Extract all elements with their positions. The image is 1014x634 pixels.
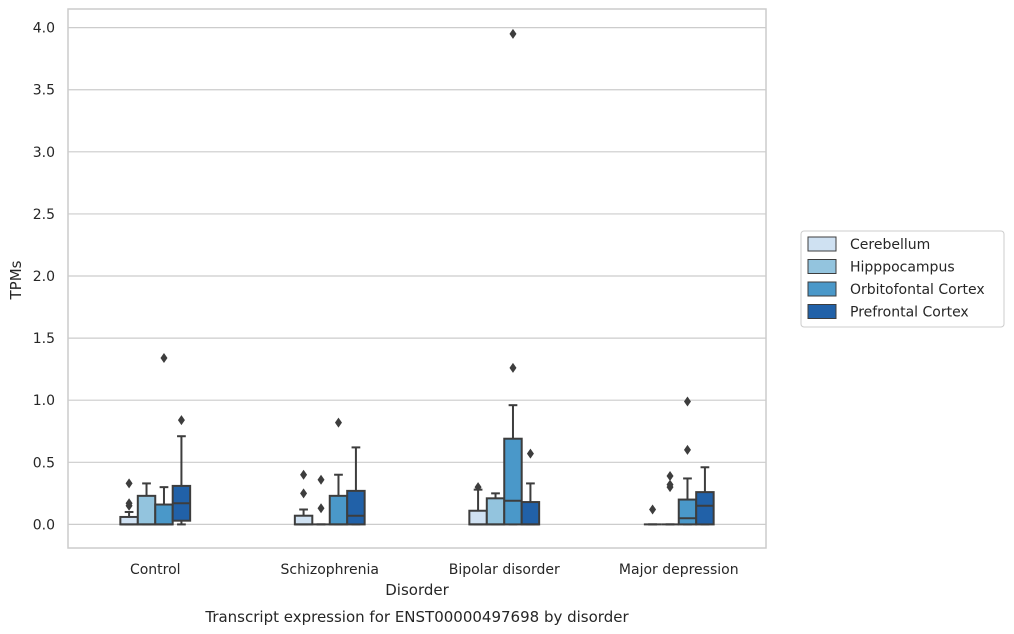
outlier-point	[474, 482, 482, 493]
outlier-point	[649, 504, 657, 515]
box-hipppocampus	[485, 492, 506, 526]
box-orbitofontal-cortex	[154, 352, 174, 526]
x-axis-label: Disorder	[385, 581, 449, 599]
outlier-point	[666, 479, 674, 490]
y-tick-label: 3.0	[33, 145, 55, 161]
y-tick-label: 4.0	[33, 21, 55, 37]
legend-label: Orbitofontal Cortex	[850, 282, 985, 298]
box-hipppocampus	[136, 482, 157, 526]
outlier-point	[125, 478, 133, 489]
outlier-point	[509, 362, 517, 373]
y-tick-label: 0.5	[33, 455, 55, 471]
box-series	[119, 28, 715, 526]
outlier-point	[317, 503, 325, 514]
box-hipppocampus	[312, 474, 330, 526]
y-tick-label: 2.5	[33, 207, 55, 223]
box-body	[328, 494, 349, 526]
outlier-point	[317, 474, 325, 485]
x-axis-ticks: Control Schizophrenia Bipolar disorder Majo…	[130, 562, 739, 578]
x-tick-label: Control	[130, 562, 181, 578]
box-body	[154, 503, 174, 526]
legend-swatch	[807, 281, 837, 297]
outlier-point	[300, 488, 308, 499]
y-tick-label: 1.0	[33, 393, 55, 409]
box-orbitofontal-cortex	[677, 396, 698, 526]
box-body	[695, 491, 715, 526]
box-cerebellum	[468, 482, 488, 526]
box-prefrontal-cortex	[171, 415, 192, 526]
x-tick-label: Bipolar disorder	[449, 562, 560, 578]
box-body	[468, 509, 488, 526]
outlier-point	[334, 417, 342, 428]
outlier-point	[160, 352, 168, 363]
box-orbitofontal-cortex	[328, 417, 349, 526]
x-tick-label: Major depression	[619, 562, 739, 578]
box-prefrontal-cortex	[346, 446, 366, 526]
outlier-point	[125, 498, 133, 509]
box-body	[677, 498, 698, 526]
legend-swatch	[807, 236, 837, 252]
box-body	[136, 494, 157, 526]
legend-label: Cerebellum	[850, 237, 930, 253]
y-axis-ticks: 0.0 0.5 1.0 1.5 2.0 2.5 3.0 3.5 4.0	[33, 21, 55, 534]
box-prefrontal-cortex	[695, 466, 715, 526]
y-tick-label: 3.5	[33, 83, 55, 99]
box-body	[293, 514, 314, 526]
x-tick-label: Schizophrenia	[281, 562, 379, 578]
box-body	[119, 515, 139, 526]
chart-caption: Transcript expression for ENST0000049769…	[204, 608, 629, 626]
outlier-point	[509, 28, 517, 39]
plot-frame	[67, 8, 767, 549]
legend-frame	[800, 230, 1005, 328]
outlier-point	[177, 415, 185, 426]
y-tick-label: 2.0	[33, 269, 55, 285]
box-cerebellum	[293, 469, 314, 526]
box-body	[346, 489, 366, 526]
outlier-point	[526, 448, 534, 459]
y-tick-label: 0.0	[33, 517, 55, 533]
y-axis-label: TPMs	[7, 260, 25, 300]
outlier-point	[683, 396, 691, 407]
box-cerebellum	[119, 478, 139, 526]
legend: Cerebellum Hipppocampus Orbitofontal Corte…	[800, 230, 1005, 328]
box-prefrontal-cortex	[520, 448, 541, 526]
box-body	[485, 497, 506, 526]
legend-label: Hipppocampus	[850, 260, 955, 276]
box-body	[503, 437, 523, 526]
outlier-point	[666, 470, 674, 481]
box-hipppocampus	[661, 470, 679, 526]
box-cerebellum	[643, 504, 662, 526]
box-orbitofontal-cortex	[503, 28, 523, 526]
legend-label: Prefrontal Cortex	[850, 305, 969, 321]
legend-swatch	[807, 304, 837, 319]
outlier-point	[300, 469, 308, 480]
outlier-point	[683, 444, 691, 455]
y-tick-label: 1.5	[33, 331, 55, 347]
legend-swatch	[807, 259, 837, 274]
box-body	[520, 501, 541, 526]
